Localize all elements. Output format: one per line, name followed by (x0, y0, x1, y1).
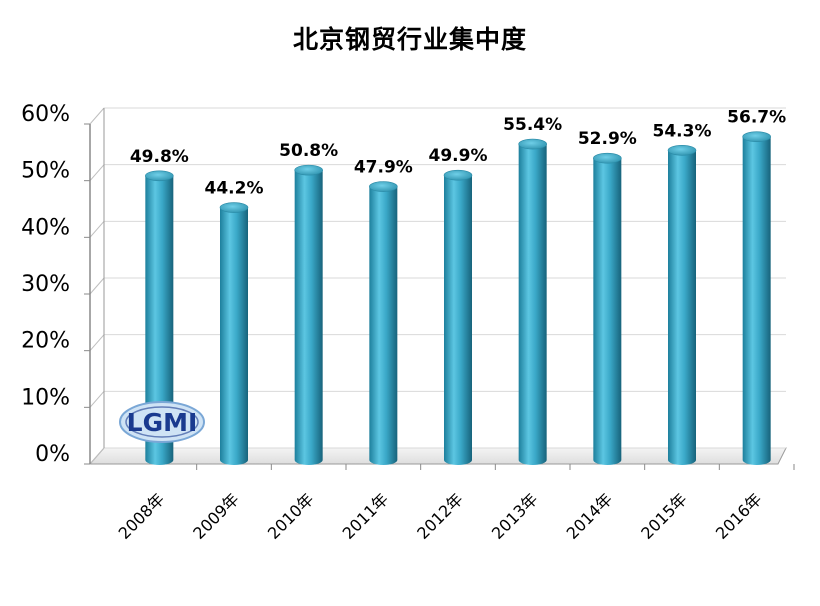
x-tick-label: 2012年 (413, 489, 467, 543)
bar-cap (294, 164, 323, 176)
bar-body (294, 170, 323, 465)
bar-cap (145, 170, 174, 182)
data-label: 47.9% (354, 158, 413, 178)
data-labels-group: 49.8% 44.2% 50.8% 47.9% 49.9% 55.4% 52.9% 54.3%… (130, 108, 786, 199)
y-tick-label: 20% (21, 329, 70, 354)
bar-cap (518, 138, 547, 150)
gridline-side (89, 391, 105, 408)
bar (219, 202, 249, 466)
bar-cap (593, 152, 622, 164)
x-axis: 2008年 2009年 2010年 2011年 2012年 2013年 2014年 2015年… (115, 464, 795, 543)
data-label: 54.3% (653, 121, 712, 141)
x-tick-label: 2016年 (712, 489, 766, 543)
x-tick-label: 2009年 (189, 489, 243, 543)
bar (518, 138, 547, 466)
x-tick-label: 2008年 (115, 489, 169, 543)
bar-cap (443, 169, 473, 181)
gridline-side (89, 164, 105, 181)
data-label: 56.7% (727, 108, 786, 128)
lgmi-logo: LGMI (119, 401, 205, 443)
x-tick-label: 2011年 (339, 489, 393, 543)
bar (593, 152, 622, 465)
x-tick-label: 2014年 (563, 489, 617, 543)
data-label: 55.4% (503, 115, 562, 135)
y-tick-label: 50% (21, 159, 70, 184)
bar-cap (219, 202, 249, 213)
x-tick-label: 2013年 (488, 489, 542, 543)
bar-body (668, 150, 696, 466)
bar-body (220, 207, 248, 466)
bar (742, 131, 771, 465)
gridline-side (89, 334, 105, 351)
bars-group (145, 131, 771, 466)
y-tick-label: 10% (21, 385, 70, 410)
bar-body (742, 136, 771, 465)
bar (294, 164, 323, 465)
bar (369, 181, 398, 466)
gridline-side (89, 221, 105, 238)
x-tick-label: 2010年 (264, 489, 318, 543)
chart-title: 北京钢贸行业集中度 (292, 25, 527, 54)
bar (667, 145, 697, 466)
bar-body (145, 175, 174, 466)
x-tick-label: 2015年 (637, 489, 691, 543)
gridline-side (89, 107, 105, 125)
data-label: 44.2% (205, 179, 264, 199)
y-tick-label: 0% (35, 442, 70, 467)
bar-body (593, 158, 622, 465)
bar-body (518, 144, 547, 466)
bar (145, 170, 174, 466)
bar-cap (667, 145, 697, 156)
data-label: 50.8% (279, 141, 338, 161)
gridline-side (89, 277, 105, 295)
bar (443, 169, 473, 465)
y-tick-label: 30% (21, 272, 70, 297)
y-tick-label: 60% (21, 102, 70, 127)
data-label: 49.9% (429, 146, 488, 166)
bar-cap (369, 181, 398, 192)
y-tick-label: 40% (21, 215, 70, 240)
bar-body (369, 186, 398, 466)
y-axis: 0% 10% 20% 30% 40% 50% 60% (21, 102, 90, 467)
data-label: 52.9% (578, 129, 637, 149)
bar-body (444, 175, 472, 465)
bar-cap (742, 131, 771, 142)
data-label: 49.8% (130, 147, 189, 167)
svg-text:LGMI: LGMI (127, 408, 198, 437)
gridline-side (89, 447, 105, 465)
